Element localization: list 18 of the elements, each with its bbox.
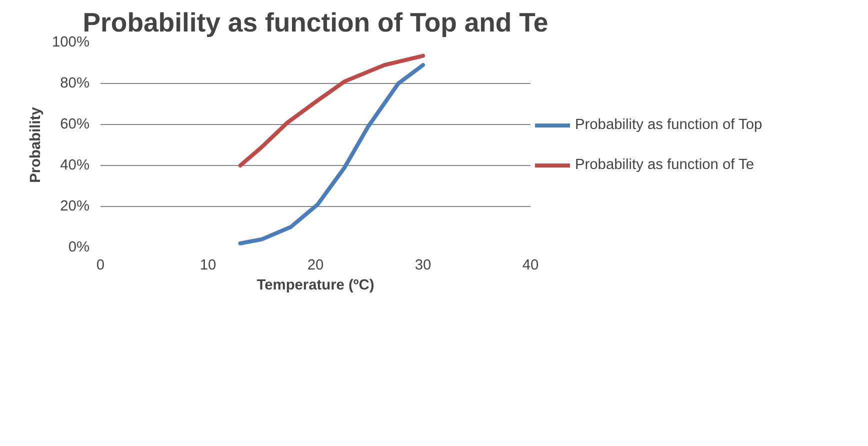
x-tick-label: 30 [414,258,432,274]
x-tick-label: 20 [307,258,324,274]
y-tick-label: 40% [60,158,90,174]
chart-title: Probability as function of Top and Te [82,8,548,38]
y-tick-label: 20% [60,198,90,214]
y-tick-label: 80% [60,76,90,92]
y-tick-label: 100% [52,34,90,50]
y-tick-label: 60% [60,116,90,132]
y-tick-label: 0% [68,240,90,256]
x-tick-label: 0 [96,258,105,274]
y-axis-title: Probability [28,106,44,183]
line-series [238,63,425,246]
x-tick-label: 10 [200,258,216,274]
x-tick-label: 40 [522,258,539,274]
x-axis-title: Temperature (ºC) [256,278,374,294]
legend-label: Probability as function of Te [575,156,754,172]
legend-label: Probability as function of Top [575,116,762,132]
line-series [238,54,425,168]
